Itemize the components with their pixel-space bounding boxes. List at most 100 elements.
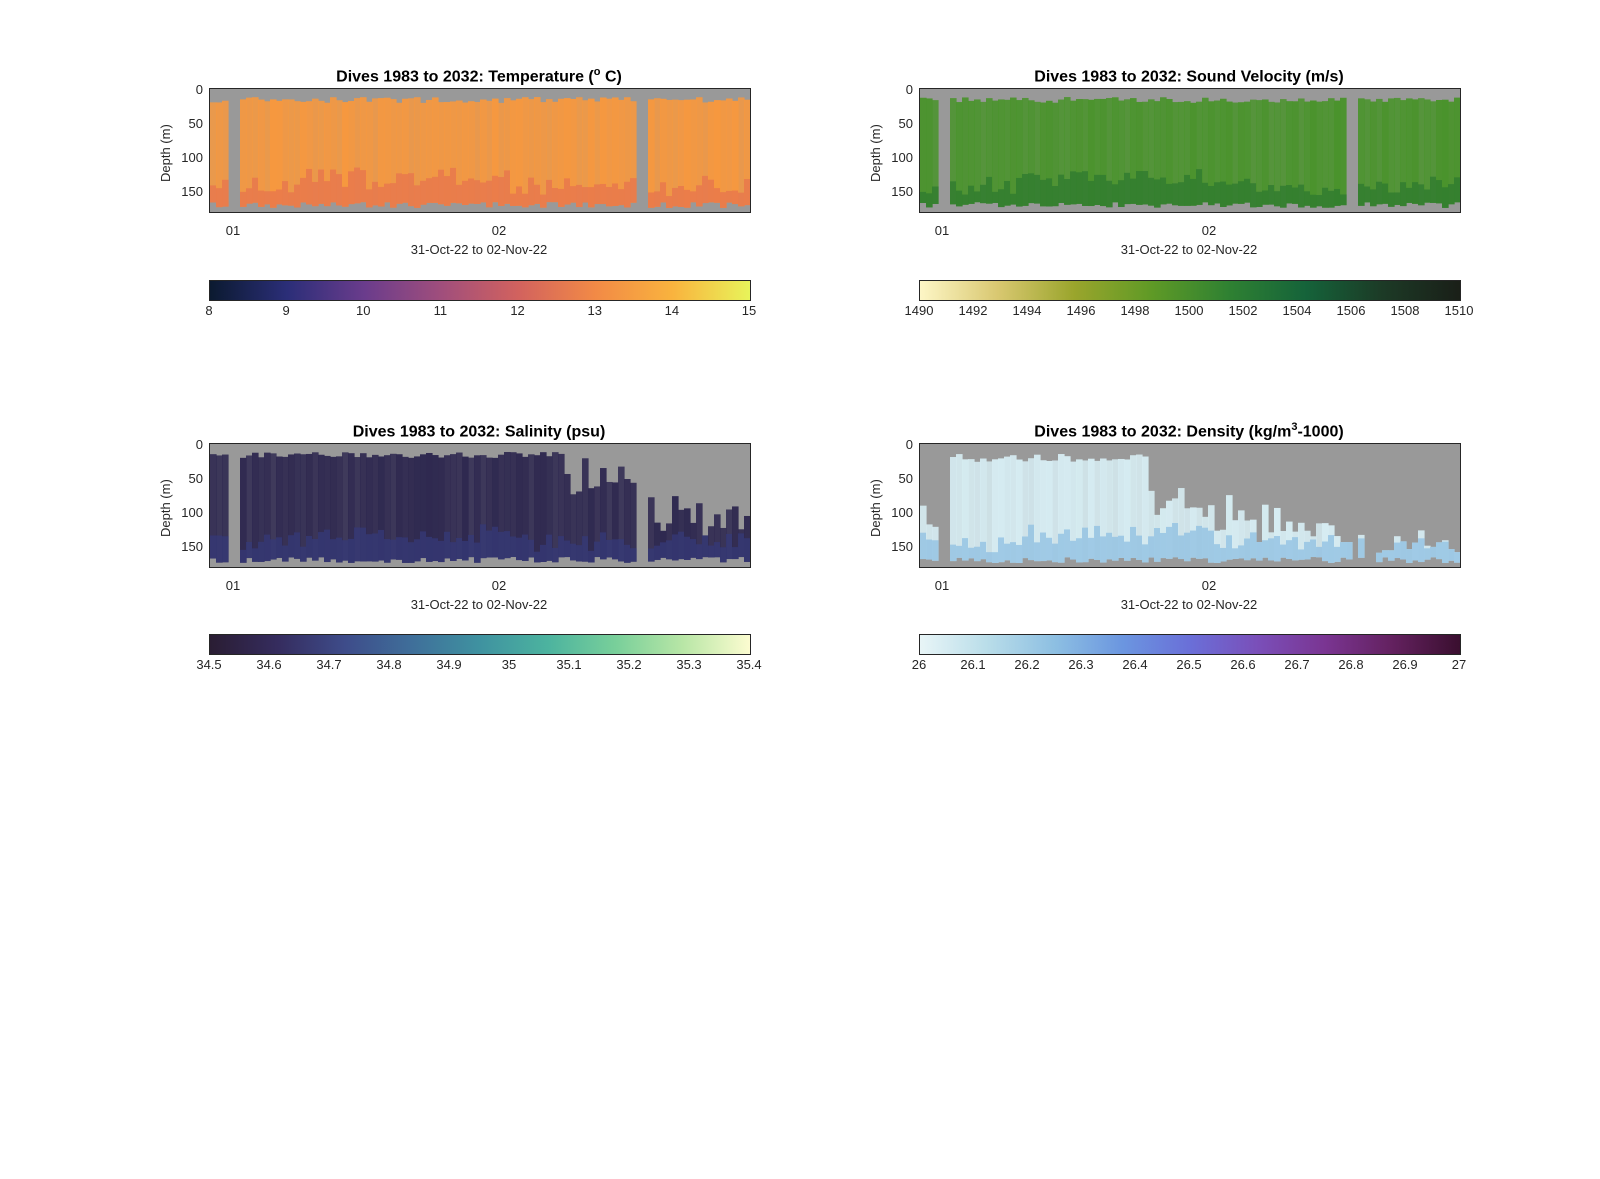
heatmap-column bbox=[546, 456, 553, 561]
heatmap-deep-layer bbox=[1394, 542, 1401, 559]
heatmap-deep-layer bbox=[270, 539, 277, 560]
heatmap-column bbox=[384, 455, 391, 563]
heatmap-deep-layer bbox=[408, 542, 415, 563]
heatmap-column bbox=[738, 97, 745, 207]
heatmap-deep-layer bbox=[1184, 174, 1191, 206]
heatmap-deep-layer bbox=[956, 545, 963, 558]
heatmap-column bbox=[240, 457, 247, 563]
heatmap-column bbox=[926, 98, 933, 208]
heatmap-column bbox=[300, 101, 307, 203]
heatmap-column bbox=[1106, 460, 1113, 560]
colorbar-tick-label: 14 bbox=[664, 303, 680, 318]
heatmap-column bbox=[534, 455, 541, 563]
heatmap-deep-layer bbox=[980, 184, 987, 204]
heatmap-deep-layer bbox=[606, 186, 613, 207]
heatmap-deep-layer bbox=[384, 539, 391, 563]
heatmap-column bbox=[1004, 456, 1011, 561]
heatmap-column bbox=[1082, 460, 1089, 563]
heatmap-deep-layer bbox=[372, 533, 379, 562]
heatmap-deep-layer bbox=[1124, 172, 1131, 205]
heatmap-column bbox=[336, 100, 343, 206]
heatmap-column bbox=[1238, 510, 1245, 559]
heatmap-deep-layer bbox=[678, 186, 685, 208]
heatmap-column bbox=[522, 456, 529, 561]
heatmap-deep-layer bbox=[678, 531, 685, 560]
heatmap-deep-layer bbox=[516, 537, 523, 561]
heatmap-column bbox=[606, 98, 613, 207]
heatmap-deep-layer bbox=[738, 533, 745, 558]
heatmap-column bbox=[1112, 97, 1119, 203]
heatmap-deep-layer bbox=[956, 190, 963, 207]
heatmap-column bbox=[618, 99, 625, 206]
heatmap-deep-layer bbox=[432, 176, 439, 203]
heatmap-deep-layer bbox=[1256, 541, 1263, 561]
heatmap-deep-layer bbox=[1172, 523, 1179, 558]
heatmap-deep-layer bbox=[1298, 549, 1305, 560]
heatmap-deep-layer bbox=[1082, 527, 1089, 563]
heatmap-deep-layer bbox=[222, 536, 229, 563]
heatmap-column bbox=[558, 453, 565, 558]
heatmap-column bbox=[282, 456, 289, 562]
heatmap-deep-layer bbox=[258, 190, 265, 207]
heatmap-deep-layer bbox=[606, 539, 613, 558]
heatmap-deep-layer bbox=[1088, 180, 1095, 207]
x-tick: 01 bbox=[934, 578, 950, 593]
heatmap-column bbox=[1178, 488, 1185, 560]
heatmap-deep-layer bbox=[1442, 187, 1449, 208]
heatmap-column bbox=[986, 98, 993, 204]
heatmap-column bbox=[1382, 101, 1389, 204]
heatmap-deep-layer bbox=[732, 547, 739, 560]
heatmap-deep-layer bbox=[1364, 186, 1371, 203]
y-tick: 150 bbox=[181, 184, 203, 199]
colorbar-tick-label: 11 bbox=[433, 303, 448, 318]
heatmap-column bbox=[246, 97, 253, 204]
heatmap-column bbox=[588, 488, 595, 563]
heatmap-deep-layer bbox=[1166, 183, 1173, 204]
heatmap-deep-layer bbox=[1400, 541, 1407, 560]
heatmap-deep-layer bbox=[564, 178, 571, 205]
heatmap-deep-layer bbox=[288, 192, 295, 206]
heatmap-deep-layer bbox=[1436, 542, 1443, 560]
heatmap-deep-layer bbox=[1382, 550, 1389, 558]
heatmap-column bbox=[666, 99, 673, 208]
heatmap-column bbox=[974, 99, 981, 203]
heatmap-column bbox=[1154, 101, 1161, 208]
heatmap-deep-layer bbox=[1262, 540, 1269, 558]
heatmap-deep-layer bbox=[1448, 184, 1455, 205]
heatmap-deep-layer bbox=[1376, 552, 1383, 563]
heatmap-deep-layer bbox=[624, 544, 631, 563]
heatmap-deep-layer bbox=[1286, 185, 1293, 204]
heatmap-deep-layer bbox=[534, 551, 541, 563]
heatmap-column bbox=[210, 102, 217, 203]
heatmap-deep-layer bbox=[246, 541, 253, 559]
heatmap-column bbox=[324, 455, 331, 563]
heatmap-column bbox=[1376, 98, 1383, 205]
colorbar-tick-label: 26.2 bbox=[1014, 657, 1040, 672]
colorbar-tick-label: 9 bbox=[282, 303, 290, 318]
heatmap-column bbox=[438, 457, 445, 563]
heatmap-column bbox=[684, 508, 691, 560]
heatmap-deep-layer bbox=[336, 537, 343, 563]
heatmap-deep-layer bbox=[974, 191, 981, 203]
heatmap-column bbox=[402, 98, 409, 203]
heatmap-deep-layer bbox=[462, 540, 469, 561]
heatmap-deep-layer bbox=[1232, 548, 1239, 559]
heatmap-deep-layer bbox=[330, 169, 337, 203]
heatmap-deep-layer bbox=[306, 535, 313, 558]
heatmap-column bbox=[570, 494, 577, 561]
colorbar-tick-label: 1498 bbox=[1120, 303, 1150, 318]
heatmap-deep-layer bbox=[1046, 537, 1053, 561]
heatmap-deep-layer bbox=[486, 530, 493, 558]
heatmap-column bbox=[522, 97, 529, 208]
colorbar-tick-label: 34.9 bbox=[436, 657, 462, 672]
heatmap-deep-layer bbox=[498, 177, 505, 206]
heatmap-column bbox=[270, 99, 277, 208]
heatmap-deep-layer bbox=[1070, 171, 1077, 205]
heatmap-deep-layer bbox=[1190, 530, 1197, 558]
heatmap-column bbox=[1220, 98, 1227, 207]
heatmap-deep-layer bbox=[1376, 181, 1383, 205]
heatmap-deep-layer bbox=[456, 537, 463, 559]
heatmap-column bbox=[252, 97, 259, 203]
heatmap-deep-layer bbox=[510, 536, 517, 558]
heatmap-deep-layer bbox=[1436, 180, 1443, 204]
